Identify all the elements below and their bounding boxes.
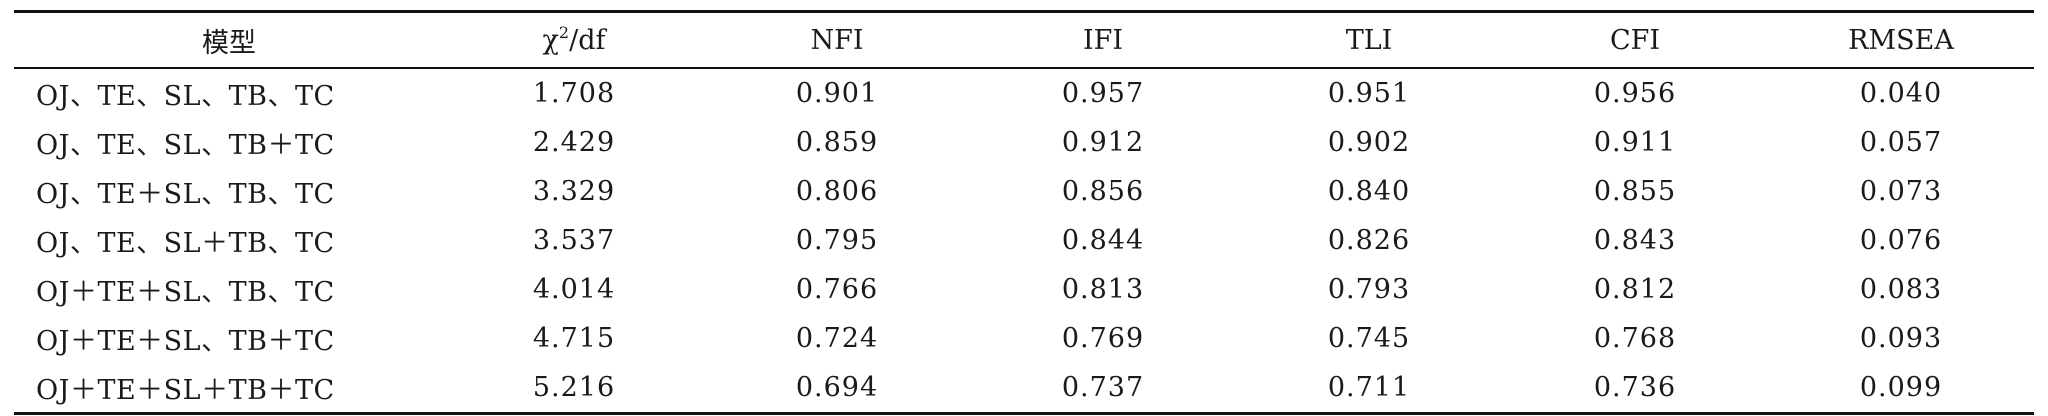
cell-ifi: 0.912 <box>1061 127 1145 158</box>
cell-rmsea: 0.093 <box>1859 323 1943 354</box>
cell-rmsea: 0.040 <box>1859 78 1943 109</box>
cell-chi-square-df: 3.329 <box>532 176 616 207</box>
cell-ifi: 0.957 <box>1061 78 1145 109</box>
cell-tli: 0.793 <box>1327 274 1411 305</box>
cell-rmsea: 0.073 <box>1859 176 1943 207</box>
chi-symbol: χ <box>542 24 559 56</box>
chi-df: /df <box>569 24 606 56</box>
cell-nfi: 0.694 <box>795 372 879 403</box>
cell-ifi: 0.769 <box>1061 323 1145 354</box>
cell-tli: 0.951 <box>1327 78 1411 109</box>
cell-cfi: 0.911 <box>1593 127 1677 158</box>
header-row: 模型 χ2/df NFI IFI TLI CFI RMSEA <box>14 11 2034 69</box>
cell-rmsea: 0.057 <box>1859 127 1943 158</box>
cell-model: OJ＋TE＋SL、TB、TC <box>36 277 335 308</box>
chi-superscript: 2 <box>558 22 570 42</box>
cell-cfi: 0.855 <box>1593 176 1677 207</box>
cell-tli: 0.902 <box>1327 127 1411 158</box>
cell-cfi: 0.768 <box>1593 323 1677 354</box>
cell-nfi: 0.766 <box>795 274 879 305</box>
cell-cfi: 0.956 <box>1593 78 1677 109</box>
cell-chi-square-df: 3.537 <box>532 225 616 256</box>
cell-model: OJ、TE、SL＋TB、TC <box>36 228 335 259</box>
cell-nfi: 0.795 <box>795 225 879 256</box>
table-row: OJ＋TE＋SL、TB、TC 4.014 0.766 0.813 0.793 0… <box>14 265 2034 314</box>
table-row: OJ、TE、SL、TB、TC 1.708 0.901 0.957 0.951 0… <box>14 68 2034 118</box>
header-chi-square-df: χ2/df <box>444 12 704 69</box>
cell-cfi: 0.736 <box>1593 372 1677 403</box>
table-header: 模型 χ2/df NFI IFI TLI CFI RMSEA <box>14 11 2034 69</box>
cell-model: OJ、TE＋SL、TB、TC <box>36 179 335 210</box>
cell-chi-square-df: 5.216 <box>532 372 616 403</box>
cell-cfi: 0.812 <box>1593 274 1677 305</box>
table-row: OJ、TE、SL、TB＋TC 2.429 0.859 0.912 0.902 0… <box>14 118 2034 167</box>
cell-rmsea: 0.076 <box>1859 225 1943 256</box>
cell-chi-square-df: 2.429 <box>532 127 616 158</box>
cell-rmsea: 0.099 <box>1859 372 1943 403</box>
cell-cfi: 0.843 <box>1593 225 1677 256</box>
cell-nfi: 0.859 <box>795 127 879 158</box>
header-model: 模型 <box>202 27 256 59</box>
header-rmsea: RMSEA <box>1848 24 1954 56</box>
cell-nfi: 0.806 <box>795 176 879 207</box>
cell-model: OJ＋TE＋SL、TB＋TC <box>36 326 335 357</box>
cell-model: OJ、TE、SL、TB、TC <box>36 81 335 112</box>
cell-model: OJ＋TE＋SL＋TB＋TC <box>36 375 335 406</box>
cell-chi-square-df: 1.708 <box>532 78 616 109</box>
table-row: OJ＋TE＋SL＋TB＋TC 5.216 0.694 0.737 0.711 0… <box>14 363 2034 414</box>
cell-tli: 0.840 <box>1327 176 1411 207</box>
cell-tli: 0.745 <box>1327 323 1411 354</box>
cell-nfi: 0.724 <box>795 323 879 354</box>
table-row: OJ、TE＋SL、TB、TC 3.329 0.806 0.856 0.840 0… <box>14 167 2034 216</box>
cell-ifi: 0.737 <box>1061 372 1145 403</box>
cell-ifi: 0.844 <box>1061 225 1145 256</box>
cell-tli: 0.711 <box>1327 372 1411 403</box>
cell-tli: 0.826 <box>1327 225 1411 256</box>
cell-chi-square-df: 4.014 <box>532 274 616 305</box>
header-tli: TLI <box>1345 24 1393 56</box>
cell-ifi: 0.813 <box>1061 274 1145 305</box>
header-ifi: IFI <box>1082 24 1124 56</box>
fit-indices-table-container: 模型 χ2/df NFI IFI TLI CFI RMSEA OJ、TE、SL、… <box>14 10 2034 415</box>
table-row: OJ、TE、SL＋TB、TC 3.537 0.795 0.844 0.826 0… <box>14 216 2034 265</box>
cell-chi-square-df: 4.715 <box>532 323 616 354</box>
cell-nfi: 0.901 <box>795 78 879 109</box>
header-nfi: NFI <box>810 24 864 56</box>
fit-indices-table: 模型 χ2/df NFI IFI TLI CFI RMSEA OJ、TE、SL、… <box>14 10 2034 415</box>
cell-ifi: 0.856 <box>1061 176 1145 207</box>
cell-model: OJ、TE、SL、TB＋TC <box>36 130 335 161</box>
table-row: OJ＋TE＋SL、TB＋TC 4.715 0.724 0.769 0.745 0… <box>14 314 2034 363</box>
cell-rmsea: 0.083 <box>1859 274 1943 305</box>
table-body: OJ、TE、SL、TB、TC 1.708 0.901 0.957 0.951 0… <box>14 68 2034 414</box>
header-cfi: CFI <box>1609 24 1661 56</box>
